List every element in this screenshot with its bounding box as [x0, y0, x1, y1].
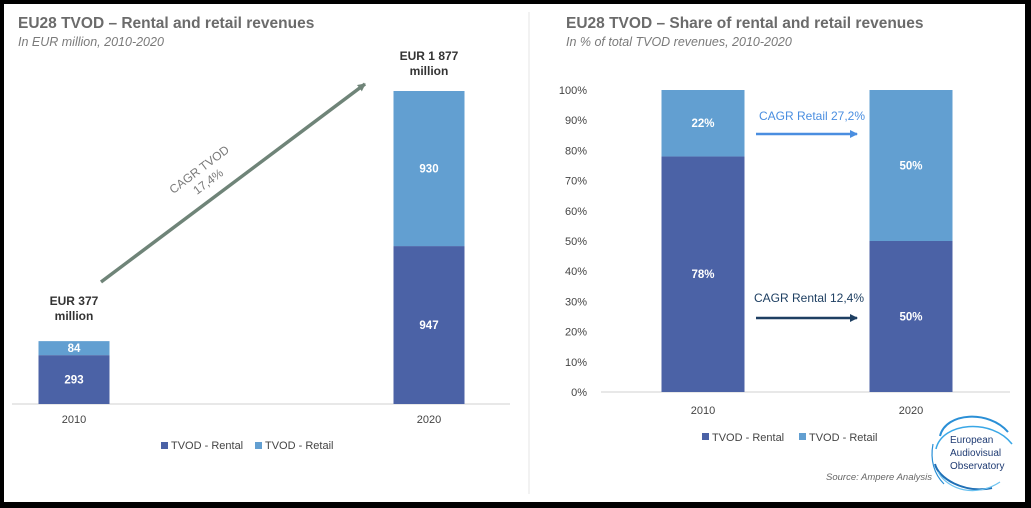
- bar-retail-2010: [38, 341, 110, 356]
- bar-retail-2010: [661, 90, 745, 157]
- legend-label-rental: TVOD - Rental: [171, 440, 243, 452]
- left-x-tick: 2020: [417, 414, 441, 426]
- legend-swatch-rental: [161, 442, 168, 449]
- cagr-rental-label: CAGR Rental 12,4%: [754, 291, 864, 305]
- right-legend: TVOD - Rental TVOD - Retail: [702, 432, 877, 444]
- bar-rental-2020: [869, 241, 953, 392]
- bar-value-label: 930: [419, 164, 438, 176]
- right-y-tick: 80%: [565, 145, 587, 157]
- logo-swirl-icon: [931, 415, 1013, 492]
- logo-text-line3: Observatory: [950, 461, 1004, 472]
- cagr-tvod-arrow: [99, 82, 367, 284]
- bar-value-label: 50%: [899, 161, 922, 173]
- legend-label-rental: TVOD - Rental: [712, 432, 784, 444]
- left-chart-subtitle: In EUR million, 2010-2020: [18, 35, 164, 49]
- bar-retail-2020: [869, 90, 953, 241]
- bar-value-label: 84: [68, 343, 81, 355]
- left-legend: TVOD - Rental TVOD - Retail: [161, 440, 333, 452]
- right-y-tick: 70%: [565, 176, 587, 188]
- left-total-label: EUR 1 877: [400, 49, 459, 63]
- right-chart: EU28 TVOD – Share of rental and retail r…: [559, 15, 1010, 483]
- figure-canvas: EU28 TVOD – Rental and retail revenues I…: [12, 12, 1013, 494]
- left-total-label: EUR 377: [50, 294, 99, 308]
- bar-rental-2010: [661, 156, 745, 392]
- left-total-label: million: [55, 309, 94, 323]
- bar-value-label: 50%: [899, 312, 922, 324]
- figure-frame: EU28 TVOD – Rental and retail revenues I…: [4, 4, 1025, 502]
- bar-value-label: 78%: [691, 269, 714, 281]
- bar-retail-2020: [393, 91, 465, 247]
- bar-value-label: 947: [419, 320, 438, 332]
- left-chart-title: EU28 TVOD – Rental and retail revenues: [18, 15, 314, 32]
- right-y-tick: 30%: [565, 296, 587, 308]
- right-y-tick: 10%: [565, 357, 587, 369]
- logo-text-line2: Audiovisual: [950, 448, 1001, 459]
- right-y-tick: 60%: [565, 206, 587, 218]
- cagr-retail-label: CAGR Retail 27,2%: [759, 109, 865, 123]
- left-bar-labels: 293 84 947 930: [64, 164, 438, 387]
- logo-text-line1: European: [950, 435, 993, 446]
- left-total-label: million: [410, 64, 449, 78]
- bar-value-label: 293: [64, 375, 83, 387]
- observatory-logo: European Audiovisual Observatory: [931, 415, 1013, 492]
- legend-swatch-retail: [799, 433, 806, 440]
- right-bar-labels: 78% 22% 50% 50%: [691, 118, 922, 323]
- right-x-tick: 2010: [691, 405, 715, 417]
- bar-value-label: 22%: [691, 118, 714, 130]
- right-y-tick: 0%: [571, 387, 587, 399]
- left-x-tick: 2010: [62, 414, 86, 426]
- bar-rental-2010: [38, 355, 110, 404]
- right-y-tick: 90%: [565, 115, 587, 127]
- left-chart: EU28 TVOD – Rental and retail revenues I…: [12, 15, 510, 452]
- cagr-tvod-annotation: CAGR TVOD 17,4%: [167, 142, 232, 197]
- right-bars: [661, 90, 953, 392]
- left-bars: [38, 91, 465, 404]
- legend-swatch-retail: [255, 442, 262, 449]
- right-chart-title: EU28 TVOD – Share of rental and retail r…: [566, 15, 924, 32]
- bar-rental-2020: [393, 246, 465, 404]
- right-y-tick: 40%: [565, 266, 587, 278]
- source-note: Source: Ampere Analysis: [826, 472, 932, 483]
- right-y-tick: 100%: [559, 85, 587, 97]
- legend-label-retail: TVOD - Retail: [265, 440, 333, 452]
- right-y-tick: 20%: [565, 327, 587, 339]
- right-y-tick: 50%: [565, 236, 587, 248]
- right-x-tick: 2020: [899, 405, 923, 417]
- right-y-axis-ticks: 0% 10% 20% 30% 40% 50% 60% 70% 80% 90% 100%: [559, 85, 587, 399]
- legend-label-retail: TVOD - Retail: [809, 432, 877, 444]
- legend-swatch-rental: [702, 433, 709, 440]
- right-chart-subtitle: In % of total TVOD revenues, 2010-2020: [566, 35, 792, 49]
